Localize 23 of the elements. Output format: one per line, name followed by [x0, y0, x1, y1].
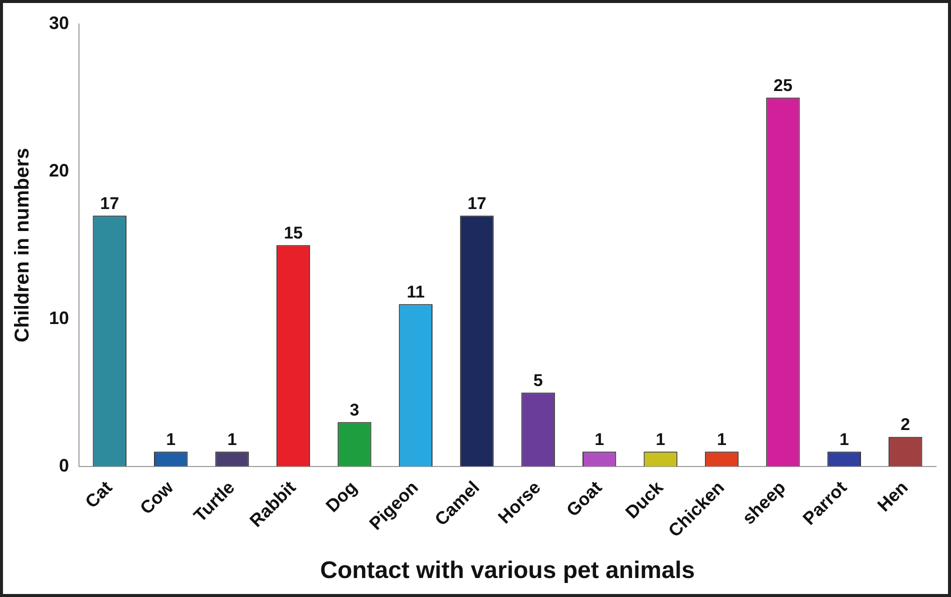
data-label: 1 [166, 430, 176, 449]
data-label: 1 [656, 430, 666, 449]
data-label: 25 [774, 76, 792, 95]
data-label: 1 [594, 430, 604, 449]
data-label: 17 [467, 194, 486, 213]
x-tick-label: Hen [874, 477, 912, 516]
x-tick-label: Cat [81, 477, 116, 512]
data-label: 11 [406, 282, 425, 302]
y-axis-title: Children in numbers [12, 148, 34, 342]
data-label: 2 [900, 415, 910, 434]
data-label: 1 [717, 430, 726, 449]
y-tick-label: 0 [59, 455, 70, 476]
data-label: 17 [100, 194, 120, 213]
data-label: 15 [284, 223, 303, 242]
y-tick-label: 10 [48, 308, 70, 328]
y-tick-label: 20 [48, 160, 70, 180]
data-label: 1 [839, 430, 849, 449]
data-label: 5 [533, 370, 543, 390]
x-tick-label: Dog [322, 477, 361, 516]
y-tick-label: 30 [48, 12, 70, 33]
data-label: 1 [227, 430, 237, 449]
data-label: 3 [350, 400, 360, 420]
x-axis-title: Contact with various pet animals [320, 557, 695, 584]
